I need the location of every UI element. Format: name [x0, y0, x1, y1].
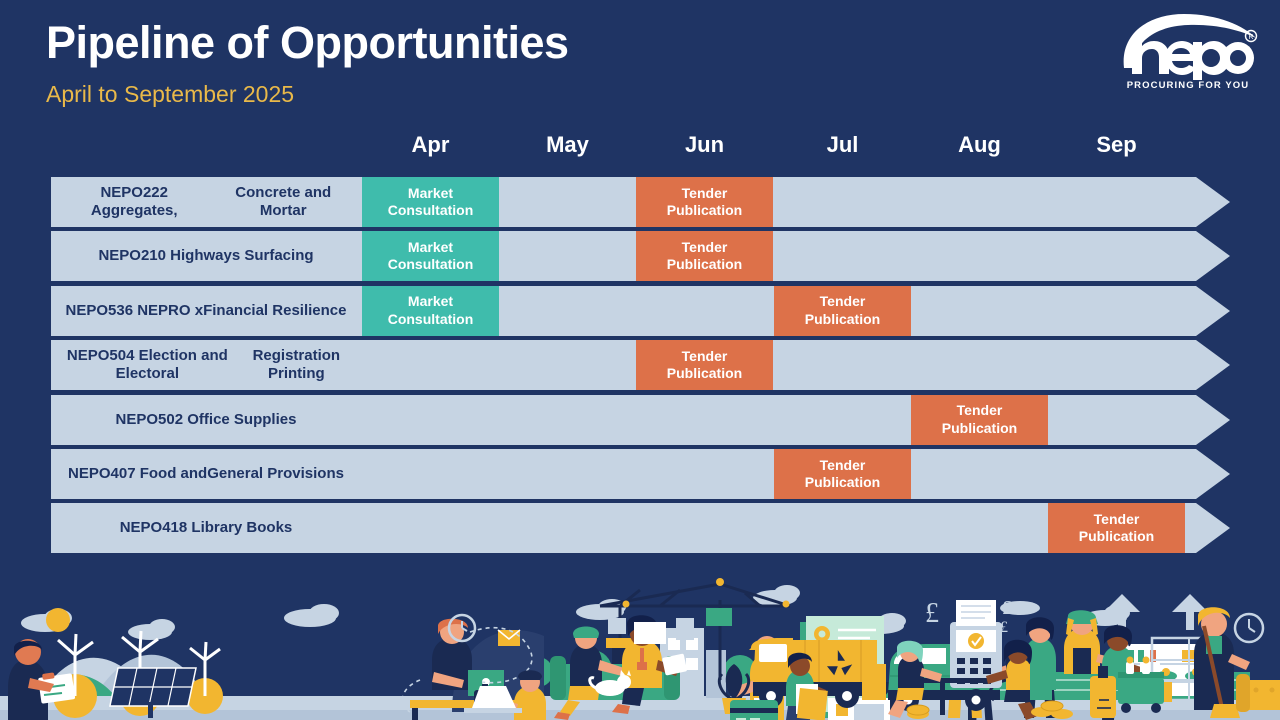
market-consultation-block[interactable]: Market Consultation	[362, 231, 499, 282]
row-arrow-head-icon	[1196, 394, 1230, 445]
row-arrow-head-icon	[1196, 449, 1230, 499]
row-track	[51, 503, 1196, 554]
month-header-row: Apr May Jun Jul Aug Sep	[0, 132, 1280, 170]
tender-publication-block[interactable]: Tender Publication	[636, 231, 773, 282]
month-label-may: May	[546, 132, 589, 157]
tender-publication-block[interactable]: Tender Publication	[911, 394, 1048, 445]
row-label: NEPO222 Aggregates, Concrete and Mortar	[90, 184, 332, 219]
row-label: NEPO504 Election and Electoral Registrati…	[66, 347, 341, 383]
svg-text:£: £	[1002, 597, 1012, 619]
row-label: NEPO502 Office Supplies	[115, 410, 297, 428]
page-subtitle: April to September 2025	[46, 81, 295, 107]
market-consultation-block[interactable]: Market Consultation	[362, 285, 499, 336]
pipeline-row[interactable]: NEPO418 Library Books Tender Publication	[51, 503, 1230, 554]
tender-publication-block[interactable]: Tender Publication	[636, 177, 773, 227]
tender-publication-block[interactable]: Tender Publication	[774, 449, 911, 499]
tender-publication-block[interactable]: Tender Publication	[774, 285, 911, 336]
market-consultation-block[interactable]: Market Consultation	[362, 177, 499, 227]
illustration-scene-icon: £ £ £	[0, 560, 1280, 720]
row-arrow-head-icon	[1196, 503, 1230, 554]
pipeline-row[interactable]: NEPO504 Election and Electoral Registrati…	[51, 340, 1230, 391]
pipeline-row[interactable]: NEPO222 Aggregates, Concrete and Mortar Ma…	[51, 177, 1230, 227]
month-label-jun: Jun	[684, 132, 725, 157]
row-arrow-head-icon	[1196, 231, 1230, 282]
pipeline-row[interactable]: NEPO407 Food and General Provisions Tender…	[51, 449, 1230, 499]
month-label-apr: Apr	[411, 132, 450, 157]
footer-illustration: £ £ £	[0, 560, 1280, 720]
row-label: NEPO536 NEPRO x Financial Resilience	[65, 301, 347, 319]
row-track	[51, 449, 1196, 499]
page-title: Pipeline of Opportunities	[46, 17, 569, 68]
tender-publication-block[interactable]: Tender Publication	[1048, 503, 1185, 554]
row-label: NEPO418 Library Books	[119, 519, 293, 537]
row-label: NEPO210 Highways Surfacing	[98, 247, 314, 265]
row-arrow-head-icon	[1196, 340, 1230, 391]
slide-header: Pipeline of Opportunities April to Septe…	[0, 0, 1280, 130]
row-label: NEPO407 Food and General Provisions	[68, 465, 344, 482]
nepo-logo: R PROCURING FOR YOU	[1118, 8, 1258, 96]
row-track	[51, 177, 1196, 227]
month-label-jul: Jul	[826, 132, 859, 157]
tender-publication-block[interactable]: Tender Publication	[636, 340, 773, 391]
pipeline-row[interactable]: NEPO502 Office Supplies Tender Publication	[51, 394, 1230, 445]
row-arrow-head-icon	[1196, 285, 1230, 336]
svg-text:R: R	[1248, 34, 1253, 41]
month-label-sep: Sep	[1096, 132, 1137, 157]
row-track	[51, 231, 1196, 282]
logo-tagline: PROCURING FOR YOU	[1126, 80, 1250, 91]
pipeline-chart: NEPO222 Aggregates, Concrete and Mortar Ma…	[51, 177, 1230, 554]
nepo-logo-icon: R	[1123, 14, 1258, 80]
row-track	[51, 340, 1196, 391]
row-arrow-head-icon	[1196, 177, 1230, 227]
month-label-aug: Aug	[958, 132, 1001, 157]
svg-text:£: £	[925, 598, 939, 629]
pipeline-row[interactable]: NEPO536 NEPRO x Financial Resilience Marke…	[51, 285, 1230, 336]
svg-text:£: £	[1000, 619, 1008, 636]
row-track	[51, 285, 1196, 336]
pipeline-row[interactable]: NEPO210 Highways Surfacing Market Consulta…	[51, 231, 1230, 282]
